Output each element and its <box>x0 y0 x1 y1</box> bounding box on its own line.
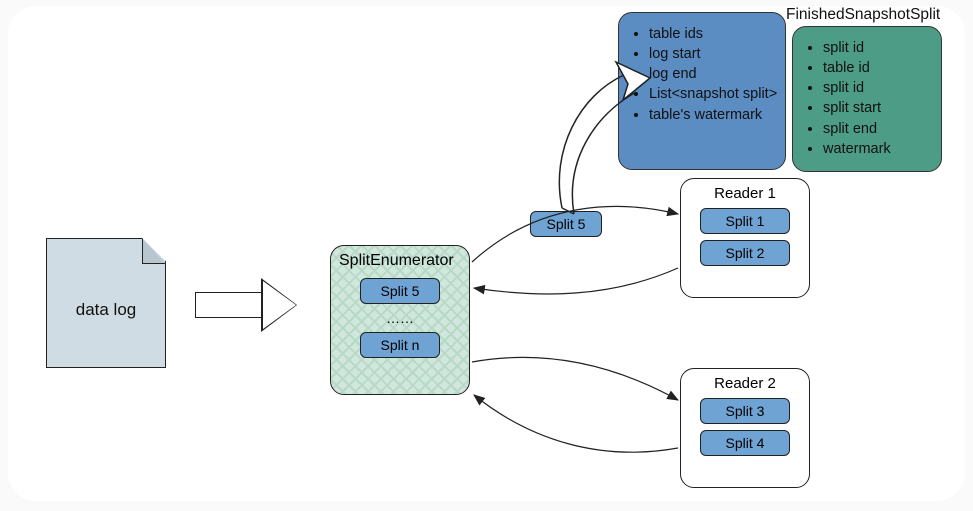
reader-2-box: Reader 2 Split 3 Split 4 <box>680 368 810 488</box>
finished-snapshot-split-title: FinishedSnapshotSplit <box>786 6 940 24</box>
info-teal-item: split end <box>823 120 935 138</box>
big-arrow <box>195 278 305 333</box>
info-teal-item: split start <box>823 99 935 117</box>
split-pill: Split 2 <box>700 240 790 266</box>
split-pill: Split n <box>360 332 440 358</box>
info-blue-item: List<snapshot split> <box>649 85 779 103</box>
reader-1-box: Reader 1 Split 1 Split 2 <box>680 178 810 298</box>
data-log-label: data log <box>46 300 166 320</box>
reader-2-title: Reader 2 <box>691 375 799 392</box>
split-enumerator-title: SplitEnumerator <box>339 252 461 270</box>
ellipsis: …… <box>339 310 461 326</box>
info-teal-item: split id <box>823 79 935 97</box>
info-blue-item: log end <box>649 65 779 83</box>
split-pill: Split 3 <box>700 398 790 424</box>
reader-1-title: Reader 1 <box>691 185 799 202</box>
info-blue-item: table ids <box>649 25 779 43</box>
info-teal-box: split id table id split id split start s… <box>792 26 942 172</box>
info-blue-item: table's watermark <box>649 106 779 124</box>
split-enumerator-box: SplitEnumerator Split 5 …… Split n <box>330 245 470 395</box>
info-teal-item: watermark <box>823 140 935 158</box>
floating-split-5: Split 5 <box>530 211 602 237</box>
split-pill: Split 5 <box>360 278 440 304</box>
info-teal-item: split id <box>823 39 935 57</box>
info-blue-item: log start <box>649 45 779 63</box>
split-pill: Split 4 <box>700 430 790 456</box>
info-blue-box: table ids log start log end List<snapsho… <box>618 12 786 170</box>
split-pill: Split 1 <box>700 208 790 234</box>
info-teal-item: table id <box>823 59 935 77</box>
